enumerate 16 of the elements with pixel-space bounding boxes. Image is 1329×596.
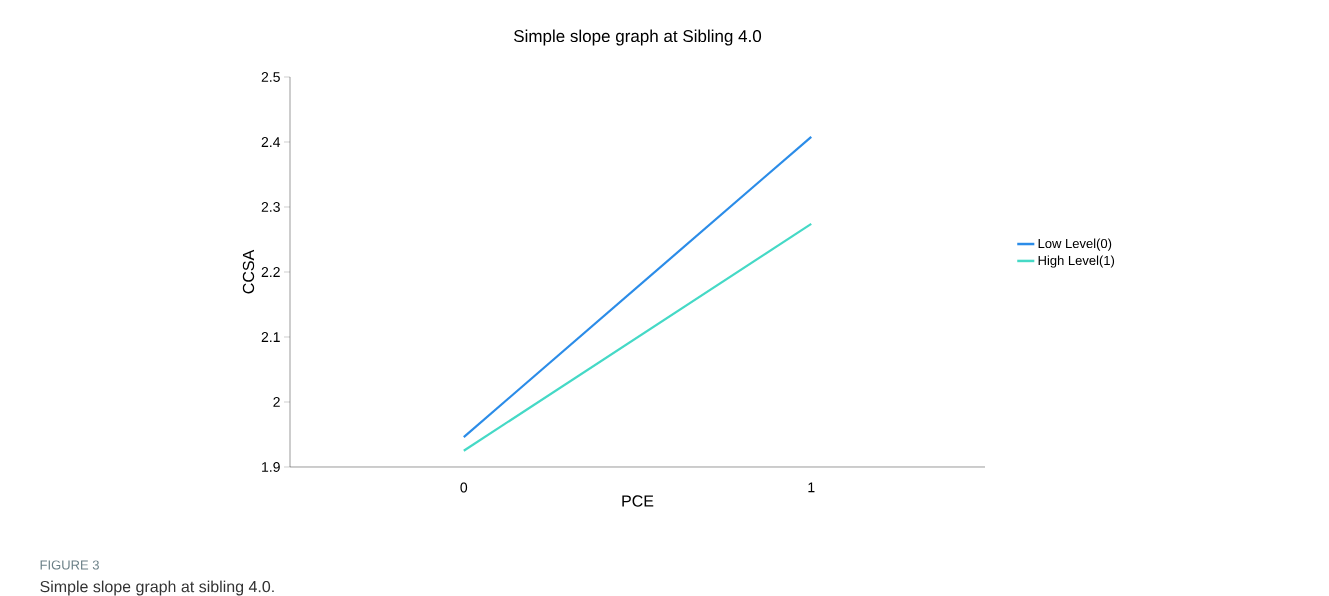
text: Simple slope graph at sibling 4.0.: [40, 580, 274, 596]
y-axis-title: CCSA: [242, 249, 255, 294]
caption: FIGURE 3: [40, 560, 99, 570]
legend-label: High Level(1): [1038, 255, 1115, 268]
y-tick-label: 2: [273, 397, 280, 407]
y-tick-label: 1.9: [262, 462, 280, 472]
y-tick-label: 2.4: [261, 137, 281, 147]
chart-title: Simple slope graph at Sibling 4.0: [514, 29, 762, 46]
legend-label: Low Level(0): [1038, 238, 1112, 251]
x-axis-title: PCE: [622, 495, 654, 507]
y-tick-label: 2.3: [261, 202, 280, 212]
y-tick-label: 2.1: [261, 332, 280, 342]
y-tick-label: 2.5: [261, 72, 280, 82]
x-tick-label: 1: [808, 482, 815, 493]
x-tick-label: 0: [460, 482, 468, 493]
y-tick-label: 2.2: [261, 267, 280, 277]
